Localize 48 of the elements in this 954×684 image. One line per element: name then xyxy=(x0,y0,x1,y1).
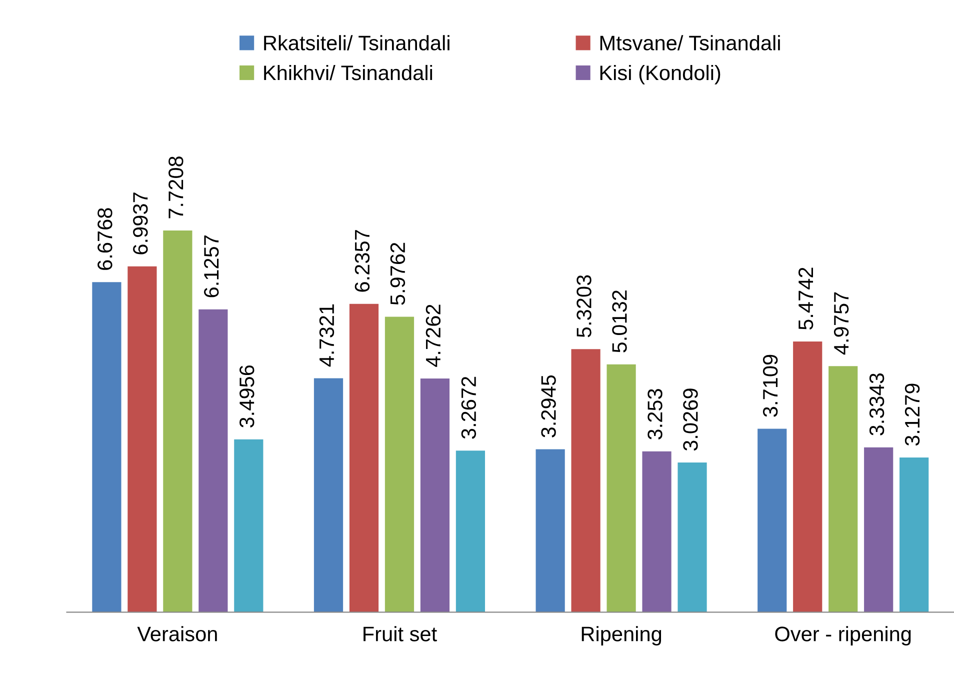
data-label: 7.7208 xyxy=(168,156,184,218)
data-label: 3.2945 xyxy=(541,375,556,438)
data-label: 3.3343 xyxy=(869,373,884,436)
bar xyxy=(198,309,228,612)
data-label: 3.253 xyxy=(648,389,662,440)
bar xyxy=(384,316,414,612)
data-label: 4.9757 xyxy=(834,292,849,355)
x-tick-label: Over - ripening xyxy=(775,626,911,646)
data-label: 6.2357 xyxy=(354,230,370,292)
x-tick-label: Veraison xyxy=(137,626,217,642)
data-label: 3.2672 xyxy=(461,376,476,439)
data-label: 4.7262 xyxy=(426,304,441,367)
bar xyxy=(234,439,264,612)
data-label: 3.0269 xyxy=(683,388,698,451)
bar xyxy=(92,282,122,612)
bar xyxy=(900,458,929,612)
bar xyxy=(536,449,565,612)
bar xyxy=(314,378,344,612)
bar xyxy=(642,451,672,612)
bar xyxy=(864,447,894,612)
x-tick-label: Ripening xyxy=(582,626,662,646)
data-label: 6.1257 xyxy=(204,236,219,298)
legend-label: Khikhvi/ Tsinandali xyxy=(264,64,432,80)
legend-label: Mtsvane/ Tsinandali xyxy=(600,35,780,50)
bar xyxy=(678,462,707,612)
bar xyxy=(793,342,822,612)
x-tick-label: Fruit set xyxy=(364,626,437,642)
bar xyxy=(758,428,787,612)
bar xyxy=(128,266,157,612)
legend-label: Kisi (Kondoli) xyxy=(600,64,720,84)
data-label: 4.7321 xyxy=(319,304,334,367)
data-label: 3.7109 xyxy=(762,354,778,417)
data-label: 5.4742 xyxy=(798,268,814,330)
bar xyxy=(571,349,600,612)
data-label: 5.0132 xyxy=(612,290,627,352)
bar xyxy=(163,230,192,612)
bar xyxy=(349,304,379,612)
data-label: 6.6768 xyxy=(98,208,112,270)
data-label: 3.1279 xyxy=(904,384,920,446)
bar xyxy=(420,378,450,612)
legend-label: Rkatsiteli/ Tsinandali xyxy=(264,35,450,50)
data-label: 6.9937 xyxy=(133,192,148,254)
data-label: 5.9762 xyxy=(390,242,406,305)
data-label: 3.4956 xyxy=(240,365,254,428)
bar xyxy=(606,364,636,612)
bar xyxy=(828,366,858,612)
bar xyxy=(456,450,486,612)
data-label: 5.3203 xyxy=(576,275,592,338)
